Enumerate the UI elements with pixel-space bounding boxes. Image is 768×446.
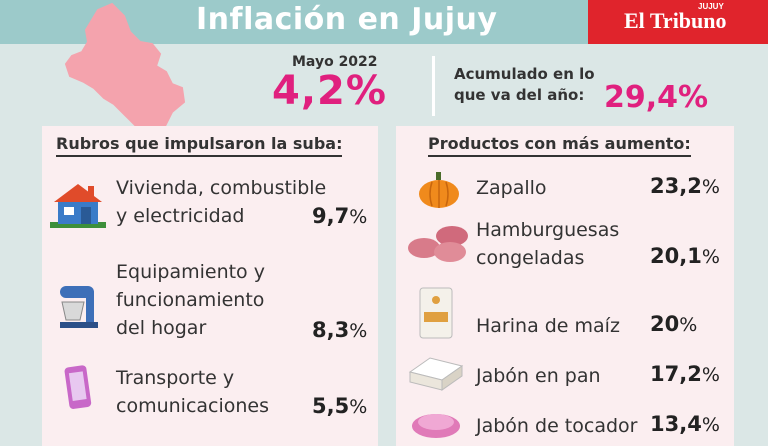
brand-name: El Tribuno	[624, 8, 727, 33]
pumpkin-icon	[419, 172, 459, 208]
soap-bar-icon	[408, 357, 464, 391]
page-title: Inflación en Jujuy	[196, 2, 498, 37]
product-value: 13,4%	[650, 412, 720, 436]
phone-icon	[64, 365, 92, 409]
products-title: Productos con más aumento:	[428, 134, 691, 157]
category-value: 9,7%	[312, 204, 368, 228]
categories-panel: Rubros que impulsaron la suba: Vivienda,…	[42, 126, 378, 446]
accumulated-value: 29,4%	[604, 80, 709, 115]
product-label: Zapallo	[476, 177, 547, 199]
category-value: 5,5%	[312, 394, 368, 418]
jujuy-map-icon	[64, 2, 186, 136]
month-inflation-value: 4,2%	[272, 68, 387, 114]
category-label: Transporte y comunicaciones	[116, 367, 270, 417]
accumulated-label: Acumulado en lo que va del año:	[454, 65, 595, 104]
divider	[432, 56, 435, 116]
burger-patties-icon	[408, 226, 468, 262]
flour-bag-icon	[419, 287, 453, 339]
brand-logo: JUJUY El Tribuno	[588, 0, 768, 44]
category-value: 8,3%	[312, 318, 368, 342]
product-value: 23,2%	[650, 174, 720, 198]
product-value: 20,1%	[650, 244, 720, 268]
brand-superscript: JUJUY	[698, 2, 724, 11]
product-value: 17,2%	[650, 362, 720, 386]
month-label: Mayo 2022	[292, 54, 378, 70]
product-value: 20%	[650, 312, 698, 336]
product-label: Jabón de tocador	[476, 415, 638, 437]
category-label: Vivienda, combustible y electricidad	[116, 177, 327, 227]
product-label: Hamburguesas congeladas	[476, 219, 620, 269]
categories-title: Rubros que impulsaron la suba:	[56, 134, 343, 157]
products-panel: Productos con más aumento: Zapallo 23,2%…	[396, 126, 734, 446]
soap-toilet-icon	[412, 414, 460, 438]
house-icon	[50, 184, 106, 228]
product-label: Harina de maíz	[476, 315, 620, 337]
product-label: Jabón en pan	[476, 365, 601, 387]
mixer-icon	[60, 286, 98, 328]
category-label: Equipamiento y funcionamiento del hogar	[116, 261, 265, 339]
